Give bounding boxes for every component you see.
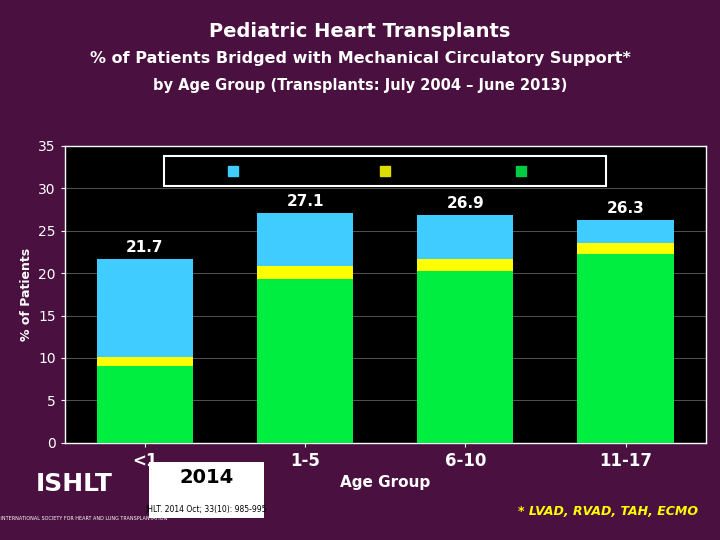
Bar xyxy=(577,254,674,443)
Bar xyxy=(418,272,513,443)
Text: ISHLT: ISHLT xyxy=(36,472,113,496)
X-axis label: Age Group: Age Group xyxy=(340,475,431,490)
Text: * LVAD, RVAD, TAH, ECMO: * LVAD, RVAD, TAH, ECMO xyxy=(518,505,698,518)
FancyBboxPatch shape xyxy=(149,462,264,518)
Bar xyxy=(257,266,354,279)
FancyBboxPatch shape xyxy=(164,156,606,186)
Text: by Age Group (Transplants: July 2004 – June 2013): by Age Group (Transplants: July 2004 – J… xyxy=(153,78,567,93)
Text: 26.9: 26.9 xyxy=(446,196,484,211)
Text: 27.1: 27.1 xyxy=(287,194,324,210)
Bar xyxy=(96,367,193,443)
Text: ISHLT • INTERNATIONAL SOCIETY FOR HEART AND LUNG TRANSPLANTATION: ISHLT • INTERNATIONAL SOCIETY FOR HEART … xyxy=(0,516,168,521)
Text: % of Patients Bridged with Mechanical Circulatory Support*: % of Patients Bridged with Mechanical Ci… xyxy=(89,51,631,66)
Text: 21.7: 21.7 xyxy=(126,240,163,255)
Text: 26.3: 26.3 xyxy=(607,201,644,216)
Text: 2014: 2014 xyxy=(179,468,233,487)
Bar xyxy=(96,357,193,367)
Y-axis label: % of Patients: % of Patients xyxy=(19,248,32,341)
Bar xyxy=(577,220,674,244)
Bar xyxy=(418,259,513,272)
Text: Pediatric Heart Transplants: Pediatric Heart Transplants xyxy=(210,22,510,40)
Bar xyxy=(418,214,513,259)
Text: JHLT. 2014 Oct; 33(10): 985-995: JHLT. 2014 Oct; 33(10): 985-995 xyxy=(145,505,267,514)
Bar xyxy=(257,213,354,266)
Bar xyxy=(577,244,674,254)
Bar xyxy=(96,259,193,357)
Bar xyxy=(257,279,354,443)
